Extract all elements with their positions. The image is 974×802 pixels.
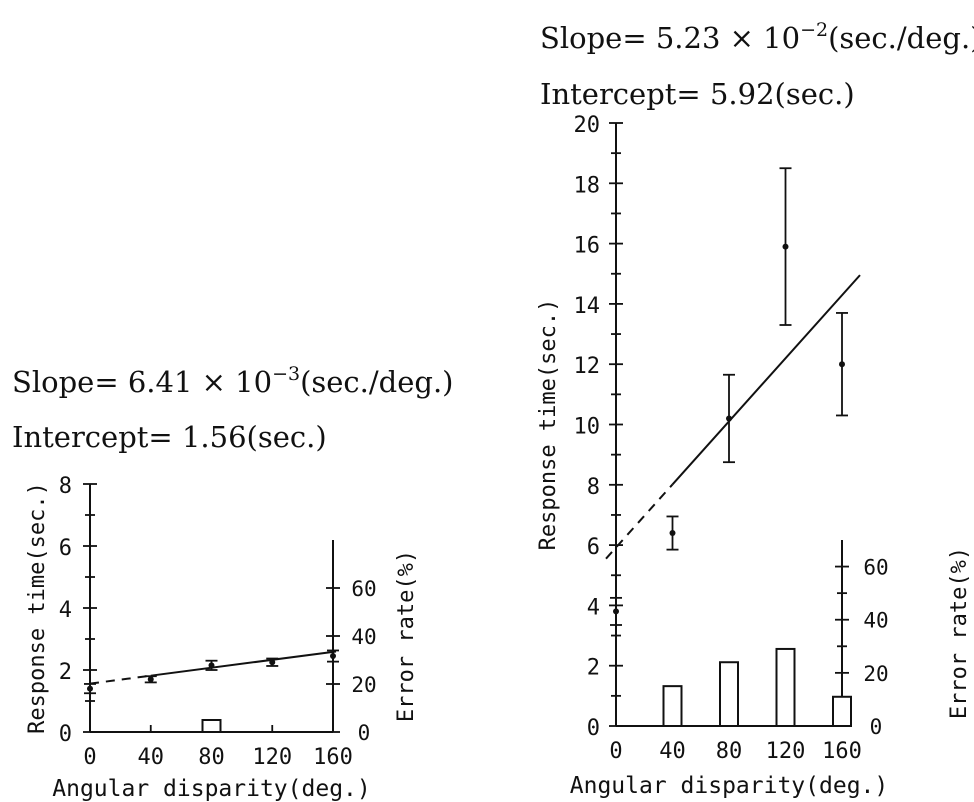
- data-point: [147, 676, 154, 683]
- y-tick-label: 4: [59, 598, 72, 623]
- x-tick-label: 80: [198, 745, 225, 770]
- y2-tick-label: 40: [351, 625, 376, 649]
- x-tick-label: 0: [83, 745, 96, 770]
- y-tick-label: 16: [574, 234, 601, 259]
- y-tick-label: 8: [59, 474, 72, 499]
- fit-line: [671, 274, 861, 486]
- fit-line: [150, 650, 337, 677]
- x-tick-label: 160: [822, 739, 862, 764]
- y-axis-label: Response time(sec.): [536, 299, 561, 551]
- error-rate-bar: [662, 685, 683, 728]
- y2-tick-label: 40: [863, 609, 888, 633]
- y-tick-label: 0: [587, 716, 600, 741]
- intercept-text: Intercept= 5.92(sec.): [540, 77, 855, 111]
- y-axis-label: Response time(sec.): [25, 482, 50, 734]
- x-axis-label: Angular disparity(deg.): [52, 776, 371, 802]
- y2-axis-label: Error rate(%): [947, 547, 972, 719]
- y-tick-label: 6: [587, 535, 600, 560]
- chart-panel-1: Slope= 6.41 × 10−3(sec./deg.) Intercept= …: [12, 363, 454, 802]
- y2-tick-label: 20: [351, 673, 376, 697]
- y-tick-label: 2: [587, 656, 600, 681]
- data-point: [87, 685, 93, 692]
- error-rate-bar: [201, 719, 222, 733]
- data-point: [669, 530, 676, 537]
- y2-tick-label: 0: [358, 721, 371, 745]
- data-point: [839, 361, 845, 368]
- x-tick-label: 40: [659, 739, 686, 764]
- y-tick-label: 14: [574, 294, 601, 319]
- error-rate-bar: [719, 661, 739, 728]
- x-tick-label: 80: [716, 739, 743, 764]
- y-tick-label: 0: [59, 722, 72, 747]
- slope-text: Slope= 6.41 × 10−3(sec./deg.): [12, 363, 454, 399]
- error-rate-bar: [775, 647, 796, 728]
- data-point: [208, 662, 215, 669]
- y2-tick-label: 60: [863, 556, 888, 580]
- y-tick-label: 10: [574, 415, 601, 440]
- data-point: [782, 243, 789, 250]
- x-tick-label: 40: [138, 745, 165, 770]
- y-tick-label: 6: [59, 536, 72, 561]
- x-tick-label: 120: [252, 745, 292, 770]
- y-tick-label: 12: [574, 354, 601, 379]
- chart-panel-2: Slope= 5.23 × 10−2(sec./deg.) Intercept= …: [536, 19, 974, 799]
- x-tick-label: 0: [609, 739, 622, 764]
- x-tick-label: 120: [766, 739, 806, 764]
- slope-text: Slope= 5.23 × 10−2(sec./deg.): [540, 19, 974, 55]
- data-point: [613, 608, 619, 615]
- y-tick-label: 8: [587, 475, 600, 500]
- x-axis-label: Angular disparity(deg.): [570, 773, 889, 799]
- data-point: [726, 415, 732, 422]
- y2-tick-label: 20: [863, 662, 888, 686]
- y-tick-label: 4: [587, 595, 600, 620]
- y-tick-label: 18: [574, 173, 601, 198]
- y-tick-label: 2: [59, 660, 72, 685]
- intercept-text: Intercept= 1.56(sec.): [12, 420, 327, 454]
- y2-tick-label: 60: [351, 577, 376, 601]
- error-rate-bar: [832, 695, 852, 727]
- data-point: [330, 653, 336, 660]
- y-tick-label: 20: [574, 113, 601, 138]
- fit-line-dashed: [89, 674, 151, 685]
- x-tick-label: 160: [313, 745, 353, 770]
- y2-tick-label: 0: [870, 715, 883, 739]
- y2-axis-label: Error rate(%): [394, 550, 419, 722]
- data-point: [269, 659, 276, 666]
- fit-line-dashed: [605, 483, 674, 560]
